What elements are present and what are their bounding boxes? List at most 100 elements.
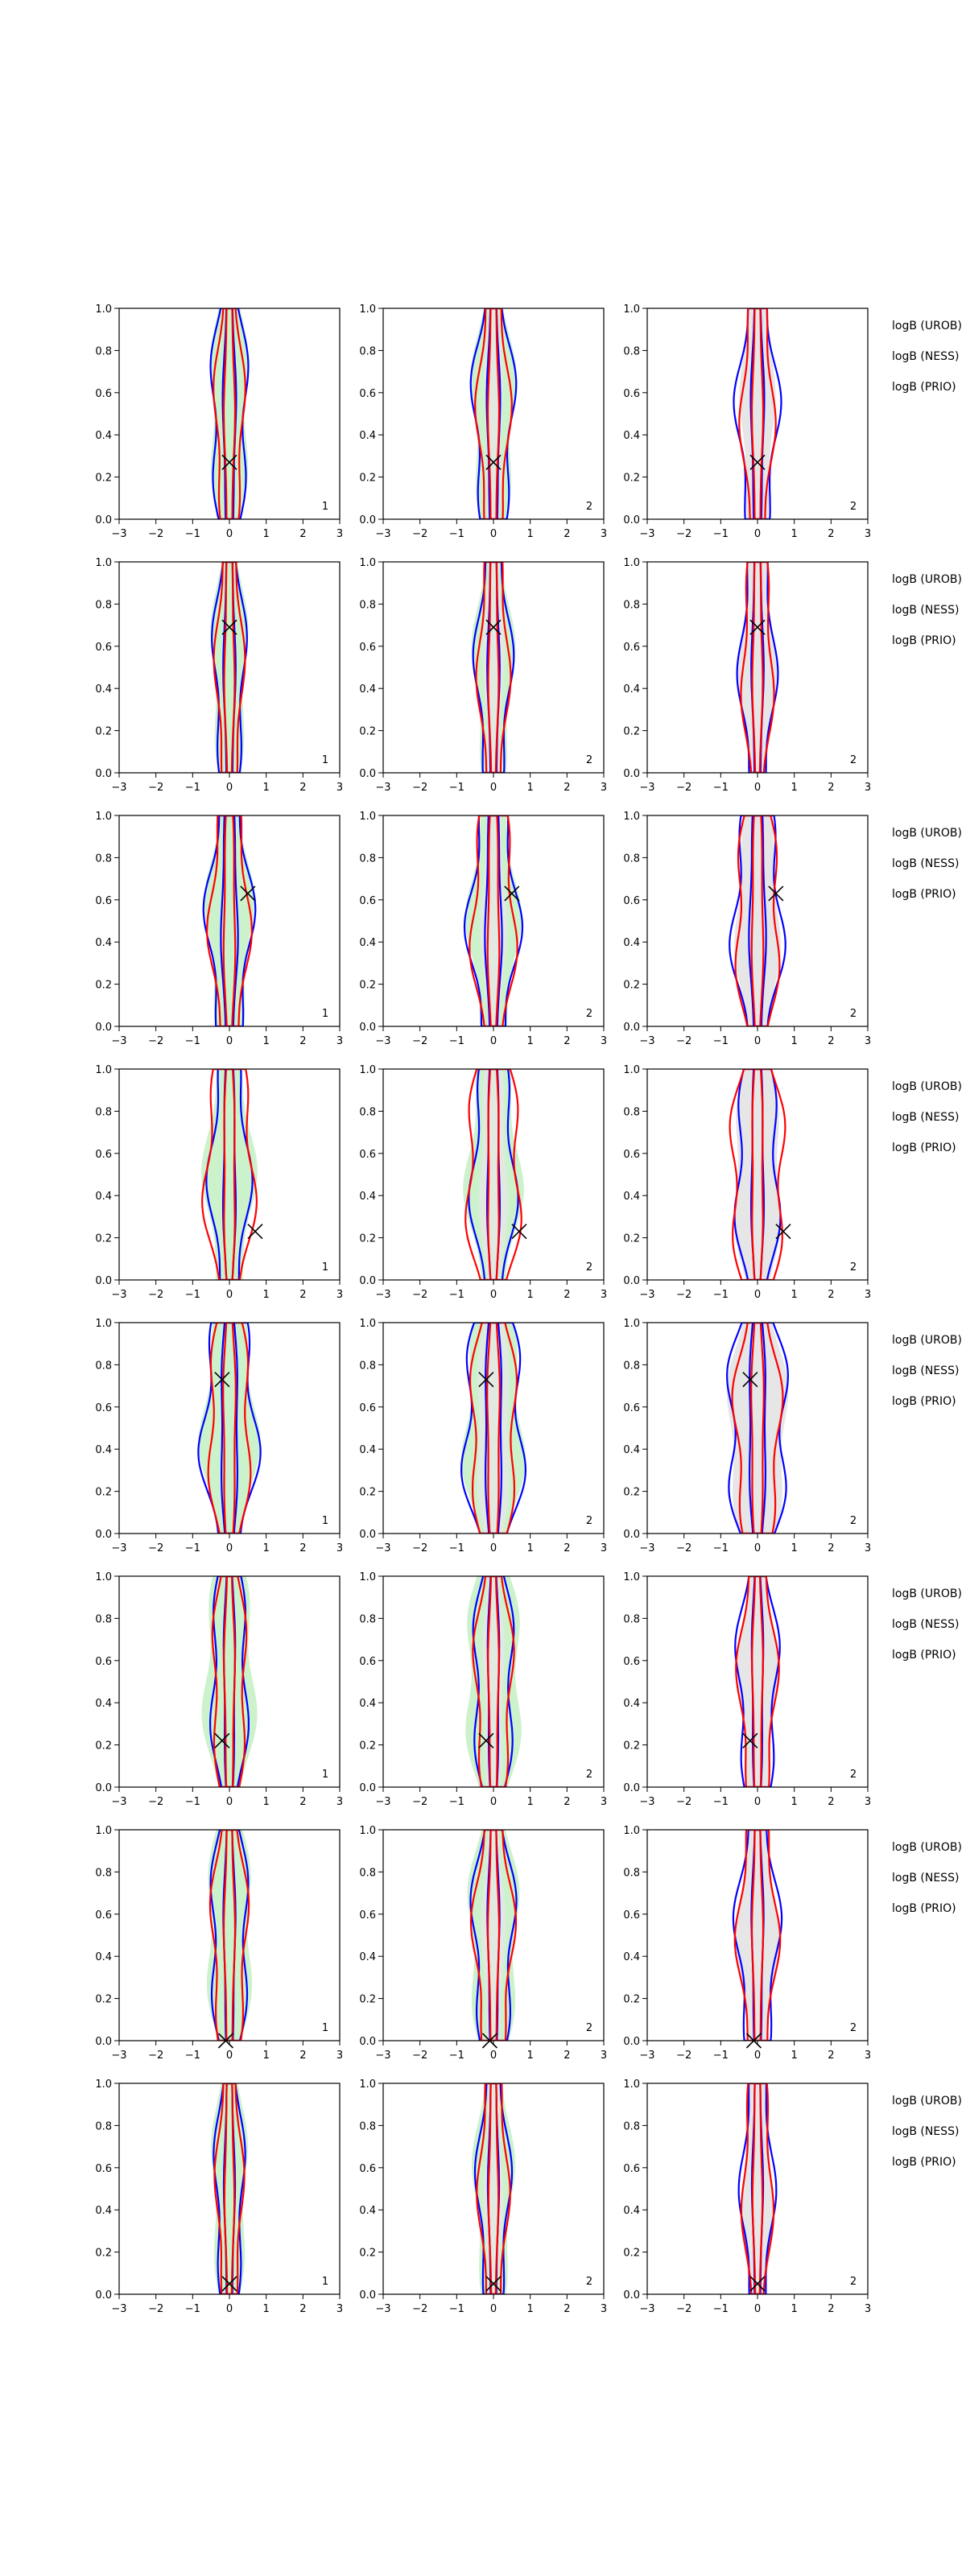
red-inner-contour [222, 815, 237, 1026]
side-label: logB (UROB) [892, 1841, 962, 1854]
corner-label: 1 [322, 1769, 328, 1781]
grey-density [482, 1576, 505, 1787]
blue-inner-contour [750, 1069, 765, 1280]
y-tick-label: 0.0 [623, 2289, 640, 2301]
y-tick-label: 0.8 [359, 1867, 376, 1879]
y-tick-label: 1.0 [359, 1064, 376, 1076]
x-tick-label: 1 [527, 1542, 534, 1554]
y-tick-label: 0.4 [623, 1951, 640, 1963]
x-tick-label: −2 [676, 1542, 691, 1554]
corner-label: 2 [850, 1261, 857, 1274]
y-tick-label: 0.0 [95, 1275, 112, 1287]
blue-inner-contour [221, 1323, 238, 1534]
side-label: logB (NESS) [892, 1872, 960, 1885]
x-tick-label: 3 [865, 1796, 871, 1808]
x-tick-label: 0 [754, 1035, 761, 1047]
y-tick-label: 0.0 [359, 1529, 376, 1541]
corner-label: 1 [322, 1515, 328, 1527]
x-tick-label: 1 [791, 782, 798, 794]
y-tick-label: 0.6 [359, 1909, 376, 1922]
y-tick-label: 0.8 [359, 2120, 376, 2132]
x-tick-label: 3 [601, 2050, 607, 2062]
y-tick-label: 0.8 [95, 599, 112, 611]
y-tick-label: 0.0 [359, 768, 376, 780]
y-tick-label: 0.2 [95, 1233, 112, 1245]
y-tick-label: 0.4 [95, 1191, 112, 1203]
blue-inner-contour [220, 815, 239, 1026]
x-tick-label: 0 [226, 2303, 233, 2315]
red-outer-contour [740, 562, 775, 773]
y-tick-label: 0.0 [95, 1022, 112, 1034]
x-tick-label: 3 [601, 2303, 607, 2315]
y-tick-label: 0.0 [623, 1782, 640, 1794]
panel-r3-c2: −3 −2 −1 0 1 2 3 0.0 0.2 0.4 0.6 0.8 1.0 2 [359, 811, 607, 1047]
y-tick-label: 1.0 [623, 303, 640, 316]
panel-r7-c1: −3 −2 −1 0 1 2 3 0.0 0.2 0.4 0.6 0.8 1.0 1 [95, 1825, 343, 2062]
corner-label: 2 [586, 2022, 592, 2034]
panel-contours [460, 1323, 527, 1534]
x-tick-label: −2 [676, 782, 691, 794]
y-tick-label: 0.8 [623, 1106, 640, 1118]
y-tick-label: 0.6 [95, 895, 112, 907]
y-tick-label: 0.6 [359, 1402, 376, 1414]
y-tick-label: 0.8 [95, 1613, 112, 1625]
x-tick-label: 2 [564, 1289, 570, 1301]
red-inner-contour [487, 1069, 500, 1280]
x-tick-label: 0 [490, 1796, 497, 1808]
blue-outer-contour [209, 1830, 250, 2041]
x-tick-label: 3 [601, 1035, 607, 1047]
side-label: logB (PRIO) [892, 1141, 956, 1154]
x-tick-label: −1 [449, 2303, 464, 2315]
x-tick-label: 0 [490, 1542, 497, 1554]
y-tick-label: 0.2 [623, 726, 640, 738]
x-tick-label: 1 [791, 1796, 798, 1808]
y-tick-label: 0.2 [623, 1994, 640, 2006]
y-tick-label: 0.6 [623, 1656, 640, 1668]
x-tick-label: −1 [449, 2050, 464, 2062]
y-tick-label: 0.6 [359, 895, 376, 907]
red-inner-contour [750, 1830, 765, 2041]
y-tick-label: 1.0 [359, 1825, 376, 1837]
corner-label: 1 [322, 2022, 328, 2034]
truth-marker [768, 886, 784, 902]
grey-density [726, 1323, 789, 1534]
side-label: logB (UROB) [892, 1080, 962, 1093]
y-tick-label: 0.6 [95, 1402, 112, 1414]
corner-label: 1 [322, 1261, 328, 1274]
red-outer-contour [474, 308, 513, 519]
x-tick-label: −2 [148, 1796, 163, 1808]
y-tick-label: 0.4 [359, 1444, 376, 1456]
x-tick-label: 1 [263, 782, 270, 794]
x-tick-label: 2 [299, 1542, 306, 1554]
y-tick-label: 0.8 [95, 1867, 112, 1879]
x-tick-label: 0 [490, 528, 497, 540]
x-tick-label: −2 [412, 1542, 427, 1554]
panel-r4-c1: −3 −2 −1 0 1 2 3 0.0 0.2 0.4 0.6 0.8 1.0 1 [95, 1064, 343, 1301]
x-tick-label: 3 [601, 1542, 607, 1554]
red-inner-contour [751, 1576, 764, 1787]
green-density [201, 1069, 258, 1280]
x-tick-label: −1 [713, 1542, 729, 1554]
panel-contours [729, 815, 786, 1026]
blue-inner-contour [486, 1069, 501, 1280]
x-tick-label: −1 [449, 1035, 464, 1047]
y-tick-label: 0.6 [623, 895, 640, 907]
y-tick-label: 0.4 [359, 937, 376, 949]
x-tick-label: 1 [263, 1796, 270, 1808]
y-tick-label: 0.4 [95, 1698, 112, 1710]
truth-marker [749, 619, 766, 635]
panel-contours [737, 2083, 778, 2294]
y-tick-label: 0.8 [359, 1613, 376, 1625]
grey-density [736, 1830, 779, 2041]
side-label: logB (PRIO) [892, 634, 956, 647]
x-tick-label: −3 [639, 1035, 654, 1047]
green-density [206, 1830, 253, 2041]
y-tick-label: 0.8 [623, 1360, 640, 1372]
truth-marker [504, 886, 520, 902]
y-tick-label: 0.2 [359, 726, 376, 738]
x-tick-label: −2 [676, 1289, 691, 1301]
y-tick-label: 1.0 [95, 303, 112, 316]
side-label: logB (NESS) [892, 604, 960, 617]
x-tick-label: 2 [299, 1796, 306, 1808]
